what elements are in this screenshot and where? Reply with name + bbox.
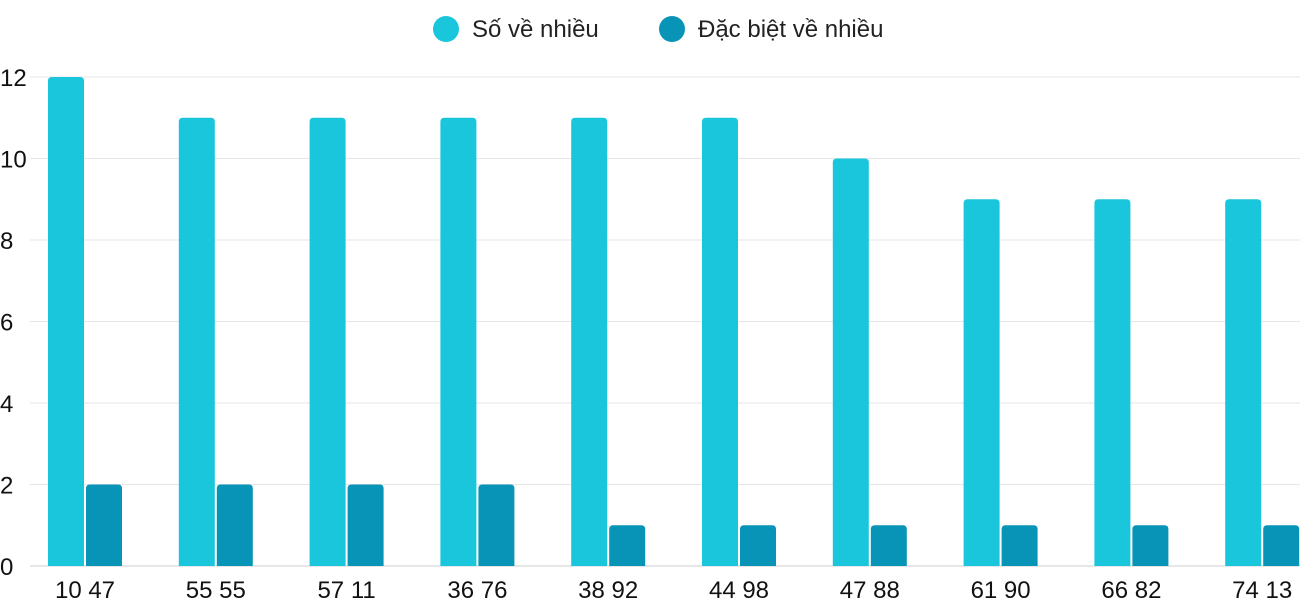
legend-item-so-ve-nhieu[interactable]: Số về nhiều — [433, 16, 599, 43]
y-axis-ticks: 0 2 4 6 8 10 12 — [0, 65, 27, 581]
y-tick-label: 8 — [0, 228, 13, 255]
legend-label-dac-biet-ve-nhieu: Đặc biệt về nhiều — [698, 16, 883, 43]
x-tick-label: 55 55 — [186, 577, 246, 600]
bar-so-ve-nhieu-61-90[interactable] — [963, 199, 1000, 566]
x-tick-label: 38 92 — [578, 577, 638, 600]
bar-so-ve-nhieu-44-98[interactable] — [702, 117, 738, 566]
legend-label-so-ve-nhieu: Số về nhiều — [472, 16, 599, 43]
x-tick-label: 57 11 — [317, 577, 375, 600]
y-tick-label: 2 — [0, 473, 13, 500]
bar-so-ve-nhieu-74-13[interactable] — [1225, 199, 1262, 566]
bar-dac-biet-ve-nhieu-36-76[interactable] — [478, 484, 515, 567]
x-tick-label: 10 47 — [55, 577, 115, 600]
x-tick-label: 36 76 — [447, 577, 507, 600]
y-tick-label: 10 — [0, 147, 27, 174]
bar-so-ve-nhieu-55-55[interactable] — [178, 117, 215, 566]
bar-dac-biet-ve-nhieu-57-11[interactable] — [347, 484, 384, 567]
bar-dac-biet-ve-nhieu-55-55[interactable] — [216, 484, 253, 567]
bar-so-ve-nhieu-36-76[interactable] — [440, 117, 477, 566]
y-tick-label: 4 — [0, 391, 13, 418]
y-tick-label: 6 — [0, 310, 13, 337]
bar-dac-biet-ve-nhieu-61-90[interactable] — [1001, 525, 1038, 566]
bar-dac-biet-ve-nhieu-38-92[interactable] — [609, 525, 646, 566]
x-tick-label: 47 88 — [840, 577, 900, 600]
legend-item-dac-biet-ve-nhieu[interactable]: Đặc biệt về nhiều — [659, 16, 883, 43]
x-tick-label: 61 90 — [971, 577, 1031, 600]
bar-so-ve-nhieu-57-11[interactable] — [309, 117, 346, 566]
x-tick-label: 44 98 — [709, 577, 769, 600]
legend-swatch-so-ve-nhieu — [433, 16, 459, 42]
x-axis-ticks: 10 47 55 55 57 11 36 76 38 92 44 98 47 88 61 90… — [55, 577, 1292, 600]
bar-dac-biet-ve-nhieu-47-88[interactable] — [870, 525, 907, 566]
bars — [48, 77, 1300, 567]
y-tick-label: 12 — [0, 65, 27, 92]
bar-so-ve-nhieu-38-92[interactable] — [571, 117, 608, 566]
legend-swatch-dac-biet-ve-nhieu — [659, 16, 685, 42]
y-tick-label: 0 — [0, 554, 13, 581]
bar-dac-biet-ve-nhieu-10-47[interactable] — [86, 484, 122, 567]
bar-dac-biet-ve-nhieu-74-13[interactable] — [1263, 525, 1300, 566]
bar-so-ve-nhieu-66-82[interactable] — [1094, 199, 1131, 566]
legend[interactable]: Số về nhiều Đặc biệt về nhiều — [433, 16, 883, 43]
bar-so-ve-nhieu-10-47[interactable] — [48, 77, 84, 566]
x-tick-label: 66 82 — [1101, 577, 1161, 600]
bar-dac-biet-ve-nhieu-66-82[interactable] — [1132, 525, 1169, 566]
x-tick-label: 74 13 — [1232, 577, 1292, 600]
bar-so-ve-nhieu-47-88[interactable] — [832, 158, 869, 567]
bar-dac-biet-ve-nhieu-44-98[interactable] — [740, 525, 776, 566]
